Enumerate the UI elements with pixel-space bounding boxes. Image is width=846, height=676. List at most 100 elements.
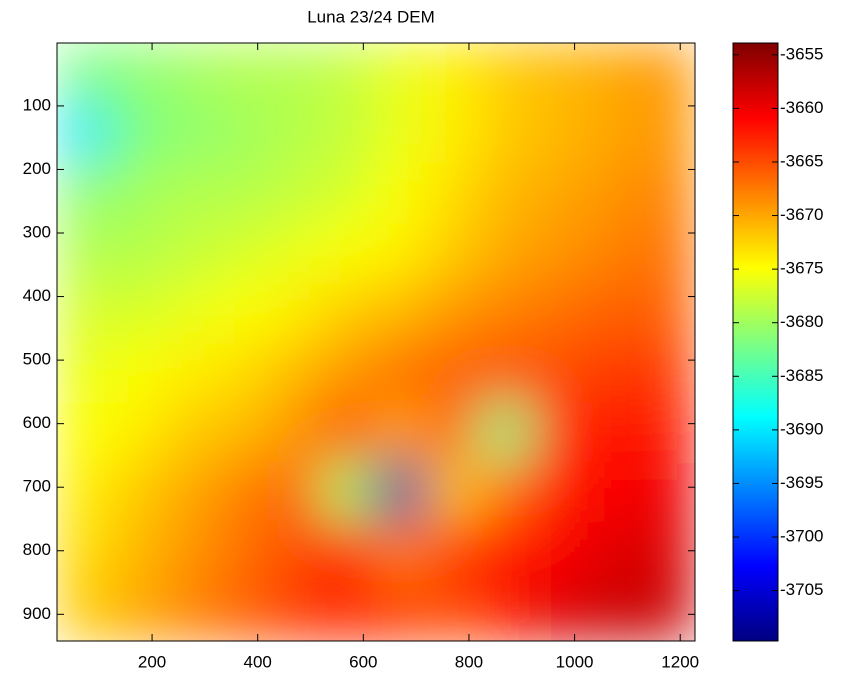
heat-cell: [215, 581, 268, 642]
heat-cell: [268, 103, 321, 163]
heat-cell: [480, 401, 533, 461]
heat-cell: [638, 43, 696, 103]
heat-cell: [110, 581, 163, 642]
heat-cell: [374, 282, 427, 342]
colorbar-tick-label: -3690: [780, 419, 823, 438]
y-tick-label: 600: [23, 413, 51, 432]
heat-cell: [374, 342, 427, 402]
heat-cell: [374, 103, 427, 163]
x-tick-label: 800: [455, 652, 483, 671]
heat-cell: [163, 222, 216, 282]
heat-cell: [532, 521, 585, 582]
heat-cell: [268, 162, 321, 222]
heat-cell: [427, 521, 480, 582]
heat-cell: [321, 222, 374, 282]
heat-cell: [374, 162, 427, 222]
heat-cell: [321, 461, 374, 521]
y-tick-label: 900: [23, 604, 51, 623]
heat-cell: [163, 43, 216, 103]
heat-cell: [57, 342, 110, 402]
heat-cell: [374, 401, 427, 461]
heat-cell: [585, 401, 638, 461]
heat-cell: [110, 162, 163, 222]
heat-cell: [57, 162, 110, 222]
heat-cell: [110, 103, 163, 163]
heat-cell: [321, 401, 374, 461]
heat-cell: [163, 401, 216, 461]
x-tick-label: 400: [244, 652, 272, 671]
heat-cell: [638, 222, 696, 282]
heat-cell: [427, 461, 480, 521]
heat-cell: [638, 461, 696, 521]
heat-cell: [268, 282, 321, 342]
heat-cell: [215, 162, 268, 222]
heat-cell: [268, 43, 321, 103]
heat-cell: [585, 581, 638, 642]
heat-cell: [585, 43, 638, 103]
colorbar-tick-label: -3705: [780, 580, 823, 599]
heat-cell: [321, 521, 374, 582]
heat-cell: [638, 103, 696, 163]
heat-cell: [480, 461, 533, 521]
heat-cell: [215, 282, 268, 342]
heatmap: [57, 43, 696, 642]
heat-cell: [163, 342, 216, 402]
heat-cell: [215, 342, 268, 402]
heat-cell: [268, 461, 321, 521]
heat-cell: [427, 103, 480, 163]
heat-cell: [480, 282, 533, 342]
heat-cell: [110, 342, 163, 402]
heat-cell: [585, 103, 638, 163]
x-tick-label: 1200: [661, 652, 699, 671]
heat-cell: [321, 103, 374, 163]
heat-cell: [427, 282, 480, 342]
heat-cell: [163, 162, 216, 222]
colorbar-tick-label: -3665: [780, 151, 823, 170]
colorbar-tick-label: -3700: [780, 527, 823, 546]
heat-cell: [57, 401, 110, 461]
heat-cell: [638, 342, 696, 402]
colorbar: [733, 43, 778, 641]
heat-cell: [532, 43, 585, 103]
heatmap-cells: [57, 43, 696, 642]
heat-cell: [427, 222, 480, 282]
heat-cell: [532, 162, 585, 222]
heat-cell: [57, 103, 110, 163]
heat-cell: [480, 222, 533, 282]
heat-cell: [110, 282, 163, 342]
heat-cell: [163, 461, 216, 521]
colorbar-tick-label: -3660: [780, 98, 823, 117]
heat-cell: [268, 521, 321, 582]
heat-cell: [57, 581, 110, 642]
heat-cell: [110, 401, 163, 461]
heat-cell: [57, 461, 110, 521]
colorbar-tick-label: -3685: [780, 366, 823, 385]
heat-cell: [321, 43, 374, 103]
heat-cell: [163, 103, 216, 163]
heat-cell: [321, 282, 374, 342]
heat-cell: [638, 282, 696, 342]
heat-cell: [480, 43, 533, 103]
y-tick-label: 500: [23, 350, 51, 369]
heat-cell: [585, 162, 638, 222]
colorbar-tick-label: -3695: [780, 473, 823, 492]
heat-cell: [163, 282, 216, 342]
colorbar-tick-label: -3680: [780, 312, 823, 331]
heat-cell: [532, 461, 585, 521]
heat-cell: [585, 282, 638, 342]
y-tick-label: 800: [23, 540, 51, 559]
heat-cell: [532, 581, 585, 642]
heat-cell: [585, 521, 638, 582]
y-tick-label: 700: [23, 477, 51, 496]
heat-cell: [638, 162, 696, 222]
heat-cell: [374, 461, 427, 521]
heat-cell: [268, 342, 321, 402]
heat-cell: [638, 401, 696, 461]
heat-cell: [374, 521, 427, 582]
colorbar-tick-label: -3675: [780, 259, 823, 278]
heat-cell: [321, 342, 374, 402]
heat-cell: [585, 222, 638, 282]
chart: Luna 23/24 DEM 2004006008001000120010020…: [0, 0, 846, 676]
heat-cell: [638, 581, 696, 642]
colorbar-tick-label: -3670: [780, 205, 823, 224]
